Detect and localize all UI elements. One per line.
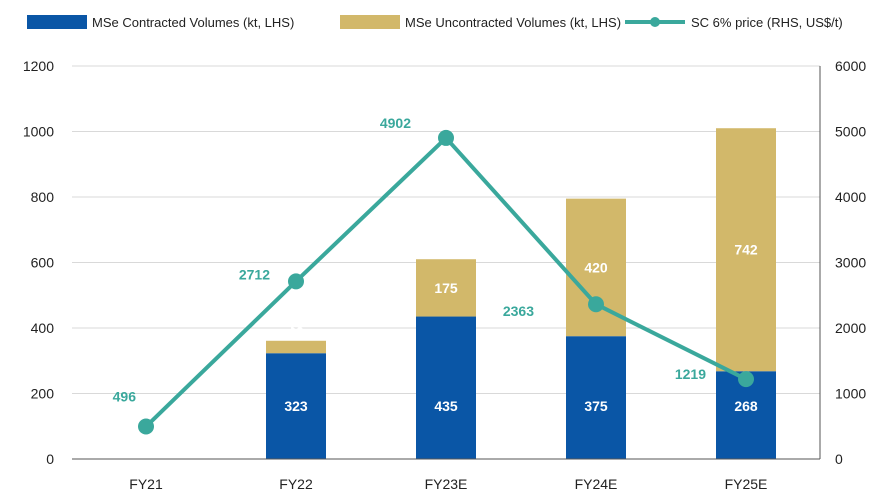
price-value-label: 2363 bbox=[503, 303, 534, 319]
contracted-value-label: 375 bbox=[584, 398, 608, 414]
uncontracted-value-label: 175 bbox=[434, 280, 458, 296]
left-tick-label: 1000 bbox=[23, 124, 54, 140]
left-tick-label: 400 bbox=[31, 320, 55, 336]
contracted-bar bbox=[416, 316, 476, 459]
legend-swatch bbox=[340, 15, 400, 29]
contracted-value-label: 268 bbox=[734, 398, 758, 414]
legend: MSe Contracted Volumes (kt, LHS) MSe Unco… bbox=[27, 15, 843, 30]
price-line bbox=[138, 129, 754, 435]
legend-label: SC 6% price (RHS, US$/t) bbox=[691, 15, 843, 30]
right-tick-label: 3000 bbox=[835, 255, 866, 271]
axes: 0 200 400 600 800 1000 1200 0 1000 2000 3000 4000 50… bbox=[23, 58, 867, 492]
left-tick-label: 0 bbox=[46, 451, 54, 467]
contracted-value-label: 435 bbox=[434, 398, 458, 414]
uncontracted-value-label: 742 bbox=[734, 242, 758, 258]
price-value-label: 4902 bbox=[380, 115, 411, 131]
data-labels: 323 38 435 175 375 420 268 742 496 2712 4902 2363 12… bbox=[113, 115, 758, 414]
left-tick-label: 1200 bbox=[23, 58, 54, 74]
left-tick-label: 600 bbox=[31, 255, 55, 271]
price-point bbox=[588, 296, 604, 313]
left-tick-label: 200 bbox=[31, 386, 55, 402]
right-tick-label: 1000 bbox=[835, 386, 866, 402]
uncontracted-bar bbox=[416, 259, 476, 317]
price-value-label: 496 bbox=[113, 389, 137, 405]
uncontracted-value-label: 38 bbox=[288, 320, 304, 336]
contracted-bar bbox=[566, 336, 626, 459]
uncontracted-bar bbox=[716, 128, 776, 372]
uncontracted-value-label: 420 bbox=[584, 259, 608, 275]
right-tick-label: 4000 bbox=[835, 189, 866, 205]
uncontracted-bar bbox=[266, 340, 326, 354]
legend-label: MSe Uncontracted Volumes (kt, LHS) bbox=[405, 15, 621, 30]
legend-label: MSe Contracted Volumes (kt, LHS) bbox=[92, 15, 294, 30]
right-tick-label: 0 bbox=[835, 451, 843, 467]
contracted-value-label: 323 bbox=[284, 398, 308, 414]
category-label: FY25E bbox=[725, 476, 768, 492]
right-tick-label: 5000 bbox=[835, 124, 866, 140]
category-label: FY24E bbox=[575, 476, 618, 492]
price-point bbox=[288, 273, 304, 290]
legend-swatch bbox=[27, 15, 87, 29]
contracted-bar bbox=[266, 353, 326, 459]
right-tick-label: 2000 bbox=[835, 320, 866, 336]
left-tick-label: 800 bbox=[31, 189, 55, 205]
price-point bbox=[738, 371, 754, 388]
legend-marker bbox=[650, 17, 660, 27]
price-point bbox=[438, 129, 454, 146]
price-value-label: 1219 bbox=[675, 366, 706, 382]
category-label: FY22 bbox=[279, 476, 313, 492]
price-point bbox=[138, 418, 154, 435]
bars bbox=[266, 128, 776, 459]
price-value-label: 2712 bbox=[239, 266, 270, 282]
category-label: FY21 bbox=[129, 476, 163, 492]
right-tick-label: 6000 bbox=[835, 58, 866, 74]
category-label: FY23E bbox=[425, 476, 468, 492]
